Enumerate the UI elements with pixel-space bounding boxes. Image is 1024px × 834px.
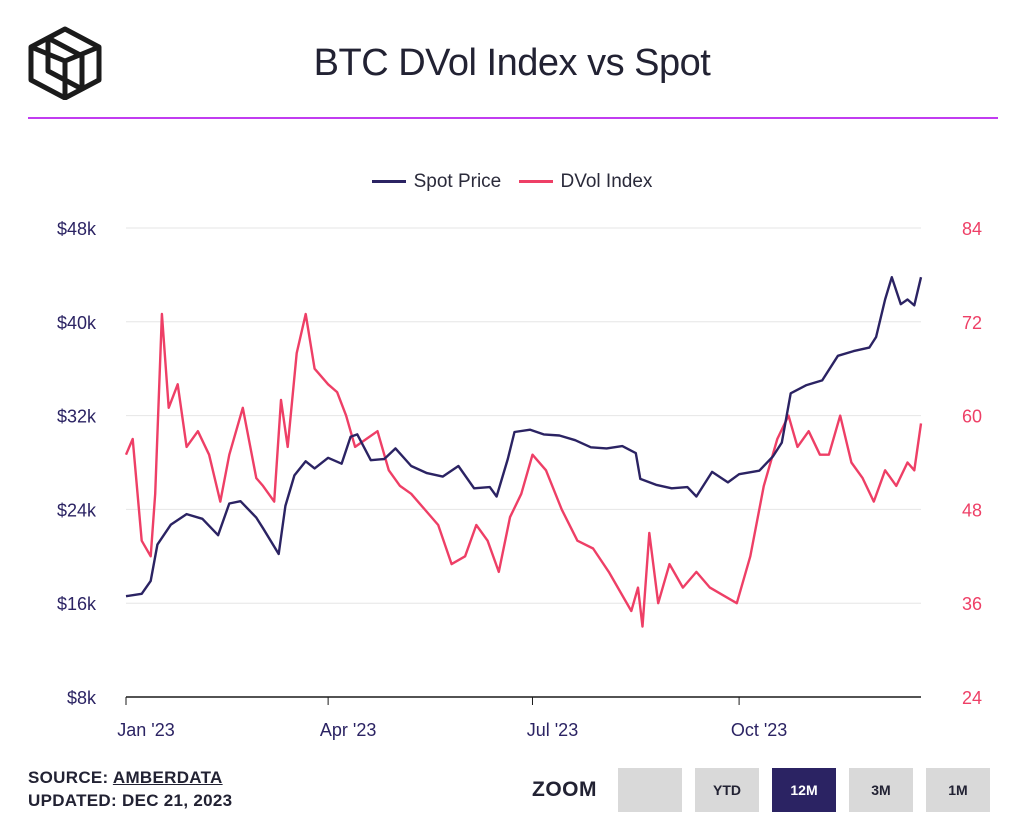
zoom-button-ytd[interactable]: YTD [695,768,759,812]
x-tick-label: Apr '23 [320,720,376,740]
legend-item-spot-price[interactable]: Spot Price [371,170,502,193]
source-prefix: SOURCE: [28,768,113,787]
y-right-tick-label: 72 [962,313,982,333]
zoom-label: ZOOM [532,778,597,801]
zoom-button-blank[interactable] [618,768,682,812]
y-right-tick-label: 60 [962,407,982,427]
y-right-tick-label: 48 [962,500,982,520]
series-line-spot-price [125,276,923,598]
y-left-tick-label: $48k [57,219,97,239]
source-link[interactable]: AMBERDATA [112,768,223,787]
zoom-button-3m[interactable]: 3M [849,768,913,812]
zoom-button-12m[interactable]: 12M [772,768,836,812]
y-right-tick-label: 84 [962,219,982,239]
series-line-dvol-index [124,312,923,628]
legend-item-dvol-index[interactable]: DVol Index [518,170,653,193]
y-left-tick-label: $40k [57,313,97,333]
legend-label-spot-price: Spot Price [413,170,502,192]
updated-date: UPDATED: DEC 21, 2023 [28,791,233,810]
x-tick-label: Jul '23 [527,720,578,740]
title-divider [28,117,998,119]
brand-logo [28,26,102,100]
source-line: SOURCE: AMBERDATA [28,766,232,789]
legend-label-dvol-index: DVol Index [560,170,653,192]
chart-plot: $8k $16k $24k $32k $40k $48k 24 36 48 60 72 84 Jan '… [57,219,982,740]
y-left-tick-label: $16k [57,594,97,614]
chart-title: BTC DVol Index vs Spot [313,42,711,84]
chart-legend: Spot Price DVol Index [0,167,1024,193]
legend-swatch-dvol-index [518,180,553,183]
y-right-tick-label: 24 [962,688,982,708]
legend-swatch-spot-price [371,180,406,183]
x-tick-label: Jan '23 [117,720,174,740]
y-left-tick-label: $8k [67,688,97,708]
y-left-tick-label: $32k [57,407,97,427]
zoom-button-1m[interactable]: 1M [926,768,990,812]
y-left-tick-label: $24k [57,500,97,520]
y-right-tick-label: 36 [962,594,982,614]
x-tick-label: Oct '23 [731,720,787,740]
footer-info: SOURCE: AMBERDATA UPDATED: DEC 21, 2023 [28,766,232,812]
